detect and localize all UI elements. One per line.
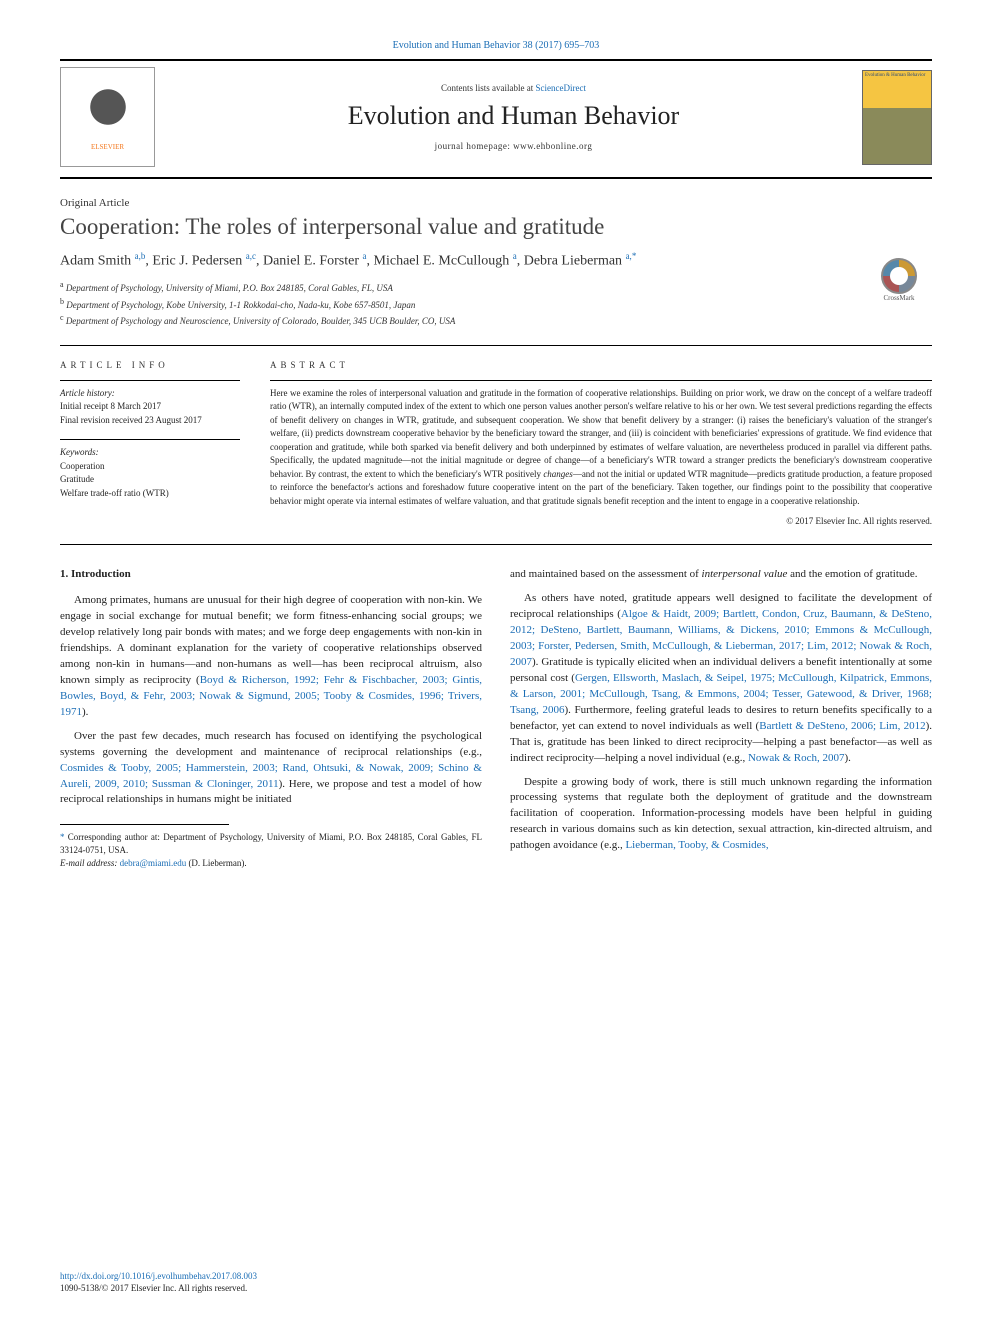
authors-line: Adam Smith a,b, Eric J. Pedersen a,c, Da… <box>60 251 932 270</box>
crossmark-badge[interactable]: CrossMark <box>868 258 930 306</box>
header-center: Contents lists available at ScienceDirec… <box>165 83 862 151</box>
intro-paragraph-2: Over the past few decades, much research… <box>60 729 482 809</box>
history-initial-receipt: Initial receipt 8 March 2017 <box>60 400 240 414</box>
intro-paragraph-4: Despite a growing body of work, there is… <box>510 775 932 855</box>
keywords-label: Keywords: <box>60 446 240 460</box>
keywords-block: Keywords: Cooperation Gratitude Welfare … <box>60 439 240 500</box>
cover-title: Evolution & Human Behavior <box>865 73 929 78</box>
journal-homepage-url[interactable]: www.ehbonline.org <box>513 141 592 151</box>
article-history-label: Article history: <box>60 387 240 401</box>
body-column-left: 1. Introduction Among primates, humans a… <box>60 567 482 869</box>
intro-heading: 1. Introduction <box>60 567 482 583</box>
keyword-1: Cooperation <box>60 460 240 474</box>
homepage-prefix: journal homepage: <box>435 141 513 151</box>
intro-paragraph-2-cont: and maintained based on the assessment o… <box>510 567 932 583</box>
journal-title: Evolution and Human Behavior <box>165 101 862 131</box>
body-columns: 1. Introduction Among primates, humans a… <box>60 567 932 869</box>
contents-prefix: Contents lists available at <box>441 83 535 93</box>
article-history-block: Article history: Initial receipt 8 March… <box>60 380 240 428</box>
abstract-copyright: © 2017 Elsevier Inc. All rights reserved… <box>270 516 932 526</box>
article-title: Cooperation: The roles of interpersonal … <box>60 213 932 241</box>
elsevier-label: ELSEVIER <box>91 143 124 151</box>
affil-c-text: Department of Psychology and Neuroscienc… <box>66 316 456 326</box>
affiliation-c: c Department of Psychology and Neuroscie… <box>60 312 932 329</box>
article-info-heading: ARTICLE INFO <box>60 360 240 370</box>
elsevier-logo: ELSEVIER <box>60 67 155 167</box>
page-footer: http://dx.doi.org/10.1016/j.evolhumbehav… <box>60 1270 257 1295</box>
article-info-column: ARTICLE INFO Article history: Initial re… <box>60 360 240 527</box>
keyword-3: Welfare trade-off ratio (WTR) <box>60 487 240 501</box>
footnote-corr-text: Corresponding author at: Department of P… <box>60 832 482 855</box>
journal-issue-link[interactable]: Evolution and Human Behavior 38 (2017) 6… <box>60 40 932 51</box>
keyword-2: Gratitude <box>60 473 240 487</box>
elsevier-tree-icon <box>83 83 133 143</box>
footer-copyright: 1090-5138/© 2017 Elsevier Inc. All right… <box>60 1283 247 1293</box>
crossmark-label: CrossMark <box>883 294 914 302</box>
abstract-column: ABSTRACT Here we examine the roles of in… <box>270 360 932 527</box>
abstract-text: Here we examine the roles of interperson… <box>270 380 932 509</box>
abstract-heading: ABSTRACT <box>270 360 932 370</box>
journal-cover-thumbnail: Evolution & Human Behavior <box>862 70 932 165</box>
intro-paragraph-1: Among primates, humans are unusual for t… <box>60 593 482 721</box>
journal-homepage-line: journal homepage: www.ehbonline.org <box>165 141 862 151</box>
journal-header: ELSEVIER Contents lists available at Sci… <box>60 59 932 179</box>
email-label: E-mail address: <box>60 858 120 868</box>
contents-available-line: Contents lists available at ScienceDirec… <box>165 83 862 93</box>
affil-b-text: Department of Psychology, Kobe Universit… <box>66 300 415 310</box>
history-final-revision: Final revision received 23 August 2017 <box>60 414 240 428</box>
info-abstract-row: ARTICLE INFO Article history: Initial re… <box>60 345 932 527</box>
intro-paragraph-3: As others have noted, gratitude appears … <box>510 591 932 766</box>
crossmark-icon <box>881 258 917 294</box>
sciencedirect-link[interactable]: ScienceDirect <box>536 83 586 93</box>
email-suffix: (D. Lieberman). <box>186 858 246 868</box>
affiliation-a: a Department of Psychology, University o… <box>60 279 932 296</box>
corresponding-author-footnote: * Corresponding author at: Department of… <box>60 831 482 869</box>
affiliations: a Department of Psychology, University o… <box>60 279 932 329</box>
affil-a-text: Department of Psychology, University of … <box>66 283 393 293</box>
doi-link[interactable]: http://dx.doi.org/10.1016/j.evolhumbehav… <box>60 1271 257 1281</box>
affiliation-b: b Department of Psychology, Kobe Univers… <box>60 296 932 313</box>
body-column-right: and maintained based on the assessment o… <box>510 567 932 869</box>
section-divider <box>60 544 932 545</box>
footnote-separator <box>60 824 229 825</box>
article-type: Original Article <box>60 197 932 209</box>
corresponding-email-link[interactable]: debra@miami.edu <box>120 858 187 868</box>
